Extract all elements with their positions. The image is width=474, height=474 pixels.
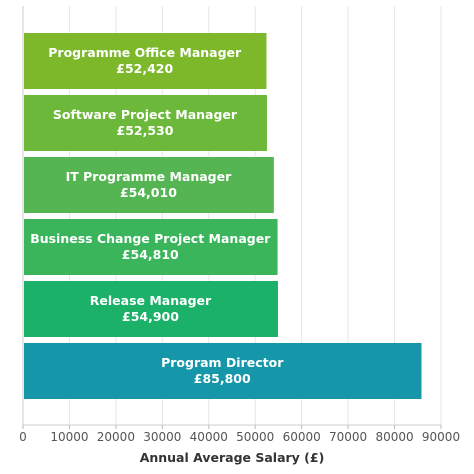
bar-value-label: £54,810: [122, 247, 179, 262]
x-tick-label: 70000: [329, 430, 367, 444]
bar-value-label: £52,530: [117, 123, 174, 138]
x-tick-label: 0: [19, 430, 27, 444]
bar: [24, 95, 267, 151]
bar-category-label: Program Director: [161, 355, 284, 370]
x-axis: 0 10000 20000 30000 40000 50000 60000 70000 8000…: [19, 6, 460, 444]
bar: [24, 343, 422, 399]
x-tick-label: 10000: [50, 430, 88, 444]
x-axis-title: Annual Average Salary (£): [140, 450, 325, 465]
bar: [24, 33, 267, 89]
x-tick-label: 90000: [422, 430, 460, 444]
bar-category-label: Programme Office Manager: [48, 45, 242, 60]
x-tick-label: 30000: [143, 430, 181, 444]
x-tick-label: 50000: [236, 430, 274, 444]
bar-category-label: Business Change Project Manager: [30, 231, 271, 246]
x-tick-label: 40000: [190, 430, 228, 444]
bar-value-label: £54,010: [120, 185, 177, 200]
bar-value-label: £52,420: [116, 61, 173, 76]
bar: [24, 281, 278, 337]
bar-value-label: £54,900: [122, 309, 179, 324]
bar-category-label: Software Project Manager: [53, 107, 238, 122]
x-tick-label: 20000: [97, 430, 135, 444]
bar: [24, 219, 278, 275]
bar-category-label: Release Manager: [90, 293, 212, 308]
x-tick-label: 60000: [283, 430, 321, 444]
bar: [24, 157, 274, 213]
bar-value-label: £85,800: [194, 371, 251, 386]
bar-category-label: IT Programme Manager: [66, 169, 233, 184]
bars: Programme Office Manager£52,420 Software …: [24, 33, 422, 399]
x-tick-label: 80000: [375, 430, 413, 444]
